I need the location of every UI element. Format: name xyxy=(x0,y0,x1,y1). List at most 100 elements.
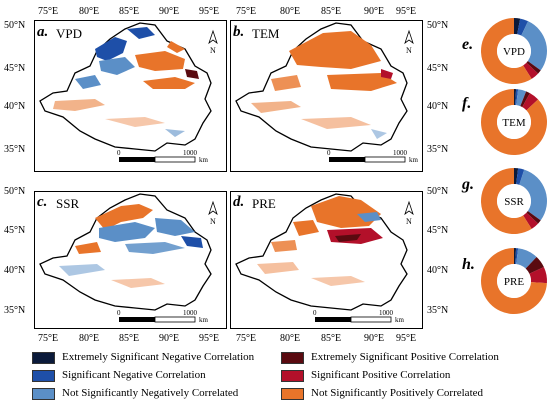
donut-slice xyxy=(481,89,547,155)
donut-center-label: TEM xyxy=(502,117,525,129)
scale-unit: km xyxy=(199,316,209,324)
lon-tick: 85°E xyxy=(321,333,342,344)
north-label: N xyxy=(210,46,216,55)
legend-swatch xyxy=(281,370,304,382)
lat-tick: 40°N xyxy=(427,265,449,276)
donut-slice xyxy=(516,168,525,185)
donut-slice xyxy=(514,18,521,35)
donut-center-label: VPD xyxy=(503,46,525,58)
donut-pre: PRE xyxy=(481,248,547,314)
lon-tick: 85°E xyxy=(321,6,342,17)
donut-slice xyxy=(481,248,547,314)
lat-tick: 40°N xyxy=(4,265,26,276)
donut-slice xyxy=(514,168,519,185)
scale-max: 1000 xyxy=(183,309,198,317)
donut-slice xyxy=(521,21,547,71)
donut-hole xyxy=(497,34,531,68)
scale-bar: 0 1000 km xyxy=(117,309,209,324)
legend-label: Not Significantly Positively Correlated xyxy=(311,387,484,399)
donut-slice xyxy=(522,93,539,111)
donut-area: e. f. g. h. VPD TEM SSR PRE xyxy=(462,6,550,340)
donut-slice xyxy=(523,62,539,79)
donut-slice xyxy=(517,18,529,36)
scale-max: 1000 xyxy=(379,309,394,317)
lat-tick: 50°N xyxy=(4,20,26,31)
legend-swatch xyxy=(32,352,55,364)
donut-hole xyxy=(497,264,531,298)
lon-tick: 80°E xyxy=(280,6,301,17)
lat-tick: 40°N xyxy=(4,101,26,112)
donut-hole xyxy=(497,105,531,139)
lon-tick: 90°E xyxy=(364,6,385,17)
scale-max: 1000 xyxy=(183,149,198,157)
north-label: N xyxy=(406,46,412,55)
panel-variable-b: TEM xyxy=(252,26,280,41)
legend-label: Significant Negative Correlation xyxy=(62,369,206,381)
donut-letter-e: e. xyxy=(462,36,474,53)
lat-tick: 50°N xyxy=(427,186,449,197)
donut-slice xyxy=(481,168,532,234)
donut-hole xyxy=(497,184,531,218)
lat-tick: 50°N xyxy=(427,20,449,31)
lon-tick: 80°E xyxy=(280,333,301,344)
map-panel-a: N 0 1000 km xyxy=(34,20,227,172)
panel-letter-a: a. xyxy=(37,24,49,40)
north-arrow: N xyxy=(208,29,218,55)
lat-tick: 35°N xyxy=(427,305,449,316)
north-label: N xyxy=(406,217,412,226)
north-arrow: N xyxy=(404,200,414,226)
lat-tick: 35°N xyxy=(427,144,449,155)
scale-zero: 0 xyxy=(117,149,121,157)
donut-slice xyxy=(523,212,539,229)
lon-tick: 75°E xyxy=(38,333,59,344)
lon-tick: 85°E xyxy=(119,333,140,344)
donut-slice xyxy=(526,60,541,74)
scale-bar: 0 1000 km xyxy=(313,309,405,324)
donut-letter-g: g. xyxy=(462,176,474,193)
lon-tick: 95°E xyxy=(199,6,220,17)
donut-center-label: SSR xyxy=(504,196,524,208)
legend-label: Extremely Significant Negative Correlati… xyxy=(62,351,255,363)
vpd-pattern xyxy=(53,27,199,137)
donut-slice xyxy=(525,256,544,274)
panel-letter-d: d. xyxy=(233,194,245,210)
north-label: N xyxy=(210,217,216,226)
lon-tick: 80°E xyxy=(79,333,100,344)
donut-tem: TEM xyxy=(481,89,547,155)
lat-tick: 35°N xyxy=(4,305,26,316)
map-panel-c: N 0 1000 km xyxy=(34,191,227,329)
lat-tick: 50°N xyxy=(4,186,26,197)
donut-letter-f: f. xyxy=(462,95,472,112)
scale-zero: 0 xyxy=(327,149,331,157)
lat-tick: 45°N xyxy=(427,63,449,74)
lon-tick: 75°E xyxy=(38,6,59,17)
legend-swatch xyxy=(281,388,304,400)
donut-vpd: VPD xyxy=(481,18,547,84)
legend-swatch xyxy=(32,388,55,400)
lon-tick: 75°E xyxy=(236,6,257,17)
donut-slice xyxy=(514,248,517,265)
donut-slice xyxy=(516,89,527,107)
donut-slice xyxy=(520,91,530,108)
scale-unit: km xyxy=(395,316,405,324)
lon-tick: 95°E xyxy=(396,333,417,344)
legend-label: Not Significantly Negatively Correlated xyxy=(62,387,239,399)
lon-tick: 80°E xyxy=(79,6,100,17)
legend-label: Extremely Significant Positive Correlati… xyxy=(311,351,499,363)
scale-unit: km xyxy=(199,156,209,164)
scale-bar: 0 1000 km xyxy=(327,149,419,164)
north-arrow: N xyxy=(404,29,414,55)
legend-swatch xyxy=(281,352,304,364)
map-d-graphic: N 0 1000 km xyxy=(235,193,414,324)
lat-tick: 45°N xyxy=(427,225,449,236)
donut-slice xyxy=(519,169,547,221)
donut-charts: VPD TEM SSR PRE xyxy=(481,18,547,314)
donut-ssr: SSR xyxy=(481,168,547,234)
panel-variable-d: PRE xyxy=(252,196,276,211)
scale-zero: 0 xyxy=(313,309,317,317)
scale-bar: 0 1000 km xyxy=(117,149,209,164)
pre-pattern xyxy=(257,196,383,286)
ssr-pattern xyxy=(59,204,203,288)
scale-max: 1000 xyxy=(393,149,408,157)
scale-zero: 0 xyxy=(117,309,121,317)
